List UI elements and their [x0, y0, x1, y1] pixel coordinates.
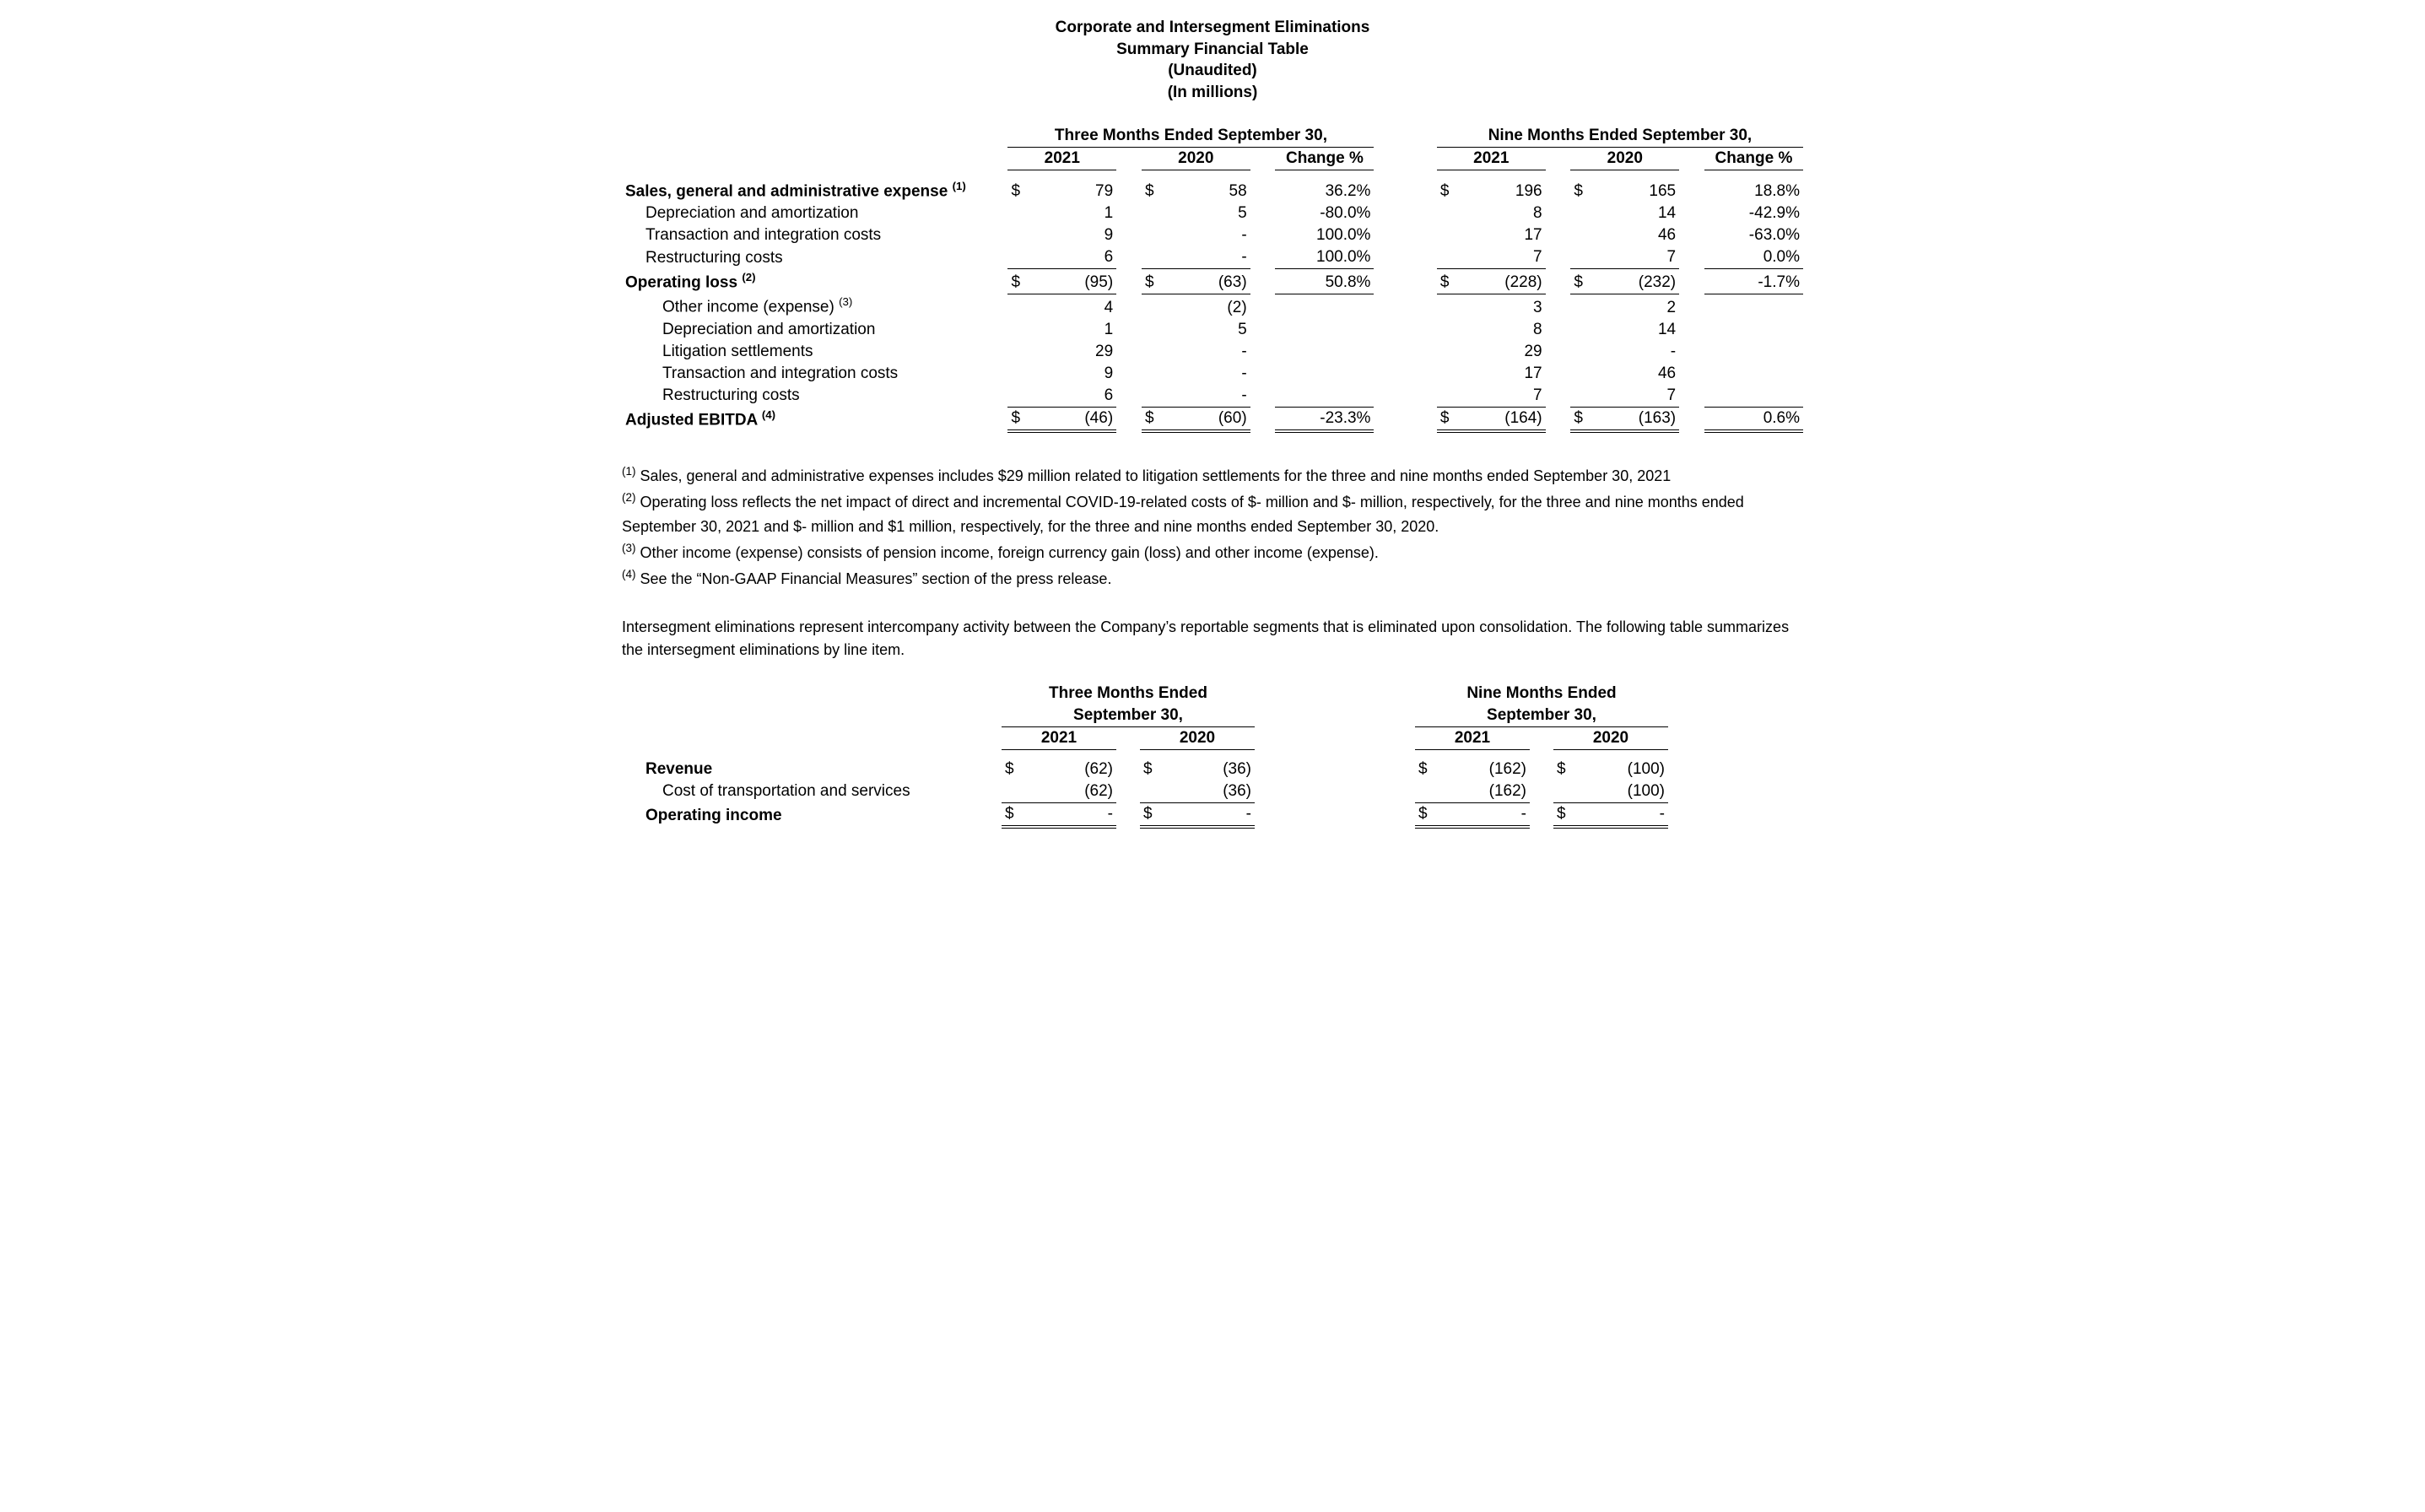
table-row: Other income (expense) (3) 4 (2) 3 2	[622, 294, 1803, 318]
row-label-ebitda: Adjusted EBITDA (4)	[622, 407, 1007, 431]
row-label-lit: Litigation settlements	[622, 341, 1007, 363]
title-line-2: Summary Financial Table	[622, 39, 1803, 61]
row-label-oploss: Operating loss (2)	[622, 269, 1007, 294]
t2-row-label-cots: Cost of transportation and services	[622, 780, 1002, 803]
col-header-y-2021: 2021	[1437, 147, 1546, 170]
title-line-1: Corporate and Intersegment Eliminations	[622, 17, 1803, 39]
row-label-tic1: Transaction and integration costs	[622, 224, 1007, 246]
table-row: Operating income $- $- $- $-	[622, 802, 1803, 827]
col-header-q-2020: 2020	[1142, 147, 1250, 170]
row-label-rc2: Restructuring costs	[622, 385, 1007, 408]
t2-row-label-revenue: Revenue	[622, 759, 1002, 780]
t2-header-nine-months-l1: Nine Months Ended	[1415, 683, 1668, 705]
footnote-3: (3) Other income (expense) consists of p…	[622, 539, 1803, 565]
table-row: Adjusted EBITDA (4) $(46) $(60) -23.3% $…	[622, 407, 1803, 431]
row-label-rc1: Restructuring costs	[622, 246, 1007, 269]
table-row: Operating loss (2) $(95) $(63) 50.8% $(2…	[622, 269, 1803, 294]
title-block: Corporate and Intersegment Eliminations …	[622, 17, 1803, 104]
row-label-da2: Depreciation and amortization	[622, 319, 1007, 341]
t2-header-three-months-l2: September 30,	[1002, 705, 1255, 727]
table-row: Transaction and integration costs 9 - 17…	[622, 363, 1803, 385]
row-label-sga: Sales, general and administrative expens…	[622, 178, 1007, 202]
table-row: Restructuring costs 6 - 100.0% 7 7 0.0%	[622, 246, 1803, 269]
table-row: Sales, general and administrative expens…	[622, 178, 1803, 202]
table-row: Depreciation and amortization 1 5 8 14	[622, 319, 1803, 341]
t2-header-q-2020: 2020	[1140, 727, 1255, 750]
t2-header-three-months-l1: Three Months Ended	[1002, 683, 1255, 705]
table-row: Cost of transportation and services (62)…	[622, 780, 1803, 803]
t2-header-y-2020: 2020	[1553, 727, 1668, 750]
table-row: Litigation settlements 29 - 29 -	[622, 341, 1803, 363]
t2-header-nine-months-l2: September 30,	[1415, 705, 1668, 727]
title-line-4: (In millions)	[622, 82, 1803, 104]
footnote-4: (4) See the “Non-GAAP Financial Measures…	[622, 565, 1803, 591]
col-header-y-2020: 2020	[1570, 147, 1679, 170]
t2-header-q-2021: 2021	[1002, 727, 1116, 750]
row-label-da1: Depreciation and amortization	[622, 202, 1007, 224]
table-row: Transaction and integration costs 9 - 10…	[622, 224, 1803, 246]
footnote-2: (2) Operating loss reflects the net impa…	[622, 489, 1803, 539]
footnotes-block: (1) Sales, general and administrative ex…	[622, 462, 1803, 591]
intersegment-paragraph: Intersegment eliminations represent inte…	[622, 616, 1803, 662]
footnote-1: (1) Sales, general and administrative ex…	[622, 462, 1803, 489]
intersegment-eliminations-table: Three Months Ended Nine Months Ended Sep…	[622, 683, 1803, 829]
col-header-q-2021: 2021	[1007, 147, 1116, 170]
title-line-3: (Unaudited)	[622, 60, 1803, 82]
row-label-oie: Other income (expense) (3)	[622, 294, 1007, 318]
col-header-q-change: Change %	[1275, 147, 1374, 170]
row-label-tic2: Transaction and integration costs	[622, 363, 1007, 385]
col-header-three-months: Three Months Ended September 30,	[1007, 125, 1374, 148]
table-row: Depreciation and amortization 1 5 -80.0%…	[622, 202, 1803, 224]
col-header-nine-months: Nine Months Ended September 30,	[1437, 125, 1803, 148]
col-header-y-change: Change %	[1704, 147, 1803, 170]
table-row: Revenue $(62) $(36) $(162) $(100)	[622, 759, 1803, 780]
t2-row-label-opinc: Operating income	[622, 802, 1002, 827]
table-row: Restructuring costs 6 - 7 7	[622, 385, 1803, 408]
t2-header-y-2021: 2021	[1415, 727, 1530, 750]
summary-financial-table: Three Months Ended September 30, Nine Mo…	[622, 125, 1803, 434]
